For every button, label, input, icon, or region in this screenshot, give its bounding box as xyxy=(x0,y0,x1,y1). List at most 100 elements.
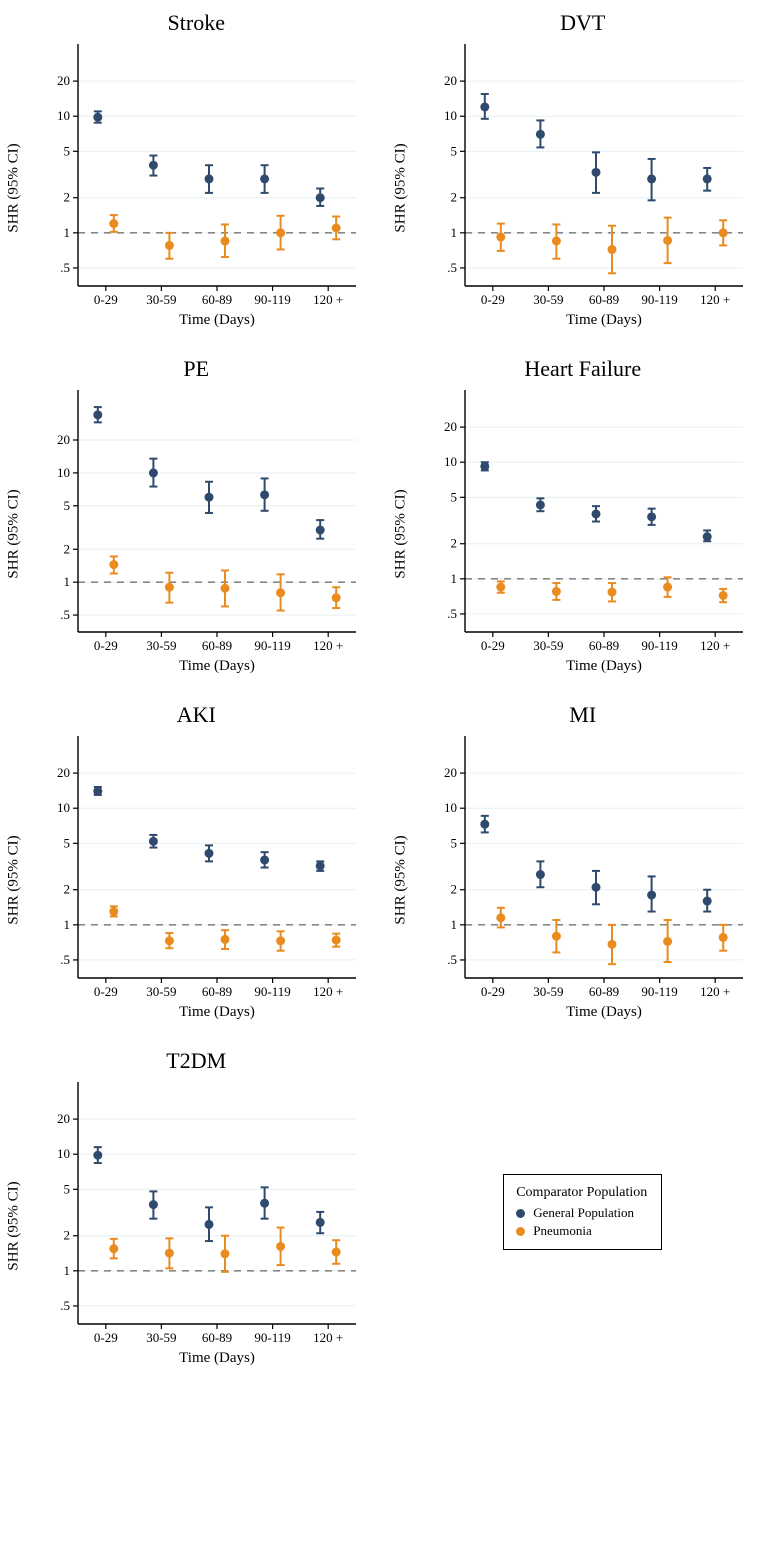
svg-text:0-29: 0-29 xyxy=(94,638,118,653)
svg-text:1: 1 xyxy=(450,225,457,240)
svg-text:10: 10 xyxy=(57,108,70,123)
svg-text:2: 2 xyxy=(64,1228,71,1243)
svg-text:10: 10 xyxy=(57,465,70,480)
svg-text:5: 5 xyxy=(450,835,457,850)
svg-text:10: 10 xyxy=(444,454,457,469)
svg-text:60-89: 60-89 xyxy=(202,292,232,307)
svg-text:5: 5 xyxy=(450,489,457,504)
svg-text:5: 5 xyxy=(64,835,71,850)
svg-text:20: 20 xyxy=(444,765,457,780)
panel-title: PE xyxy=(183,356,209,382)
chart-panel: StrokeSHR (95% CI).512510200-2930-5960-8… xyxy=(10,10,383,338)
svg-text:2: 2 xyxy=(450,190,457,205)
svg-text:30-59: 30-59 xyxy=(146,1330,176,1345)
y-axis-label: SHR (95% CI) xyxy=(6,835,23,924)
svg-text:120 +: 120 + xyxy=(313,638,343,653)
svg-text:20: 20 xyxy=(444,419,457,434)
svg-text:Time (Days): Time (Days) xyxy=(179,312,255,328)
svg-text:1: 1 xyxy=(64,225,71,240)
legend-item: General Population xyxy=(516,1205,647,1221)
svg-text:60-89: 60-89 xyxy=(589,984,619,999)
svg-text:60-89: 60-89 xyxy=(589,292,619,307)
chart-panel: Heart FailureSHR (95% CI).512510200-2930… xyxy=(397,356,770,684)
legend-title: Comparator Population xyxy=(516,1185,647,1201)
svg-text:120 +: 120 + xyxy=(313,1330,343,1345)
svg-text:30-59: 30-59 xyxy=(533,984,563,999)
forest-plot: .512510200-2930-5960-8990-119120 +Time (… xyxy=(26,1076,366,1376)
svg-text:20: 20 xyxy=(57,1111,70,1126)
chart-panel: AKISHR (95% CI).512510200-2930-5960-8990… xyxy=(10,702,383,1030)
panel-title: DVT xyxy=(560,10,605,36)
svg-text:90-119: 90-119 xyxy=(255,638,291,653)
svg-text:30-59: 30-59 xyxy=(146,984,176,999)
chart-panel: PESHR (95% CI).512510200-2930-5960-8990-… xyxy=(10,356,383,684)
svg-text:0-29: 0-29 xyxy=(481,638,505,653)
svg-text:2: 2 xyxy=(64,190,71,205)
svg-text:20: 20 xyxy=(444,73,457,88)
svg-text:90-119: 90-119 xyxy=(255,292,291,307)
svg-text:Time (Days): Time (Days) xyxy=(179,658,255,674)
panel-title: Heart Failure xyxy=(524,356,641,382)
panel-title: T2DM xyxy=(166,1048,226,1074)
svg-text:10: 10 xyxy=(444,800,457,815)
svg-text:.5: .5 xyxy=(61,952,71,967)
svg-text:120 +: 120 + xyxy=(313,984,343,999)
svg-text:90-119: 90-119 xyxy=(641,638,677,653)
svg-text:.5: .5 xyxy=(61,260,71,275)
svg-text:20: 20 xyxy=(57,73,70,88)
svg-text:5: 5 xyxy=(64,498,71,513)
svg-text:5: 5 xyxy=(64,143,71,158)
svg-text:30-59: 30-59 xyxy=(146,638,176,653)
legend-item: Pneumonia xyxy=(516,1223,647,1239)
svg-text:0-29: 0-29 xyxy=(94,984,118,999)
svg-text:2: 2 xyxy=(450,536,457,551)
svg-text:2: 2 xyxy=(450,882,457,897)
svg-text:20: 20 xyxy=(57,432,70,447)
svg-text:90-119: 90-119 xyxy=(641,292,677,307)
svg-text:2: 2 xyxy=(64,541,71,556)
svg-text:2: 2 xyxy=(64,882,71,897)
svg-text:.5: .5 xyxy=(61,1298,71,1313)
svg-text:30-59: 30-59 xyxy=(146,292,176,307)
svg-text:Time (Days): Time (Days) xyxy=(566,1004,642,1020)
svg-text:1: 1 xyxy=(450,917,457,932)
svg-text:30-59: 30-59 xyxy=(533,638,563,653)
svg-text:1: 1 xyxy=(450,571,457,586)
svg-text:.5: .5 xyxy=(447,952,457,967)
svg-text:120 +: 120 + xyxy=(313,292,343,307)
svg-text:120 +: 120 + xyxy=(700,638,730,653)
svg-text:60-89: 60-89 xyxy=(202,984,232,999)
svg-text:30-59: 30-59 xyxy=(533,292,563,307)
svg-text:90-119: 90-119 xyxy=(255,1330,291,1345)
forest-plot: .512510200-2930-5960-8990-119120 +Time (… xyxy=(26,730,366,1030)
y-axis-label: SHR (95% CI) xyxy=(6,143,23,232)
legend-label: Pneumonia xyxy=(533,1223,592,1239)
svg-text:120 +: 120 + xyxy=(700,984,730,999)
forest-plot: .512510200-2930-5960-8990-119120 +Time (… xyxy=(26,384,366,684)
svg-text:10: 10 xyxy=(57,1146,70,1161)
forest-plot: .5 1 2 5 10 20 0-29 30-59 60-89 90-119 120 + Time (… xyxy=(413,384,753,684)
svg-text:Time (Days): Time (Days) xyxy=(566,658,642,674)
legend: Comparator Population General Population P… xyxy=(503,1174,662,1250)
svg-text:.5: .5 xyxy=(447,260,457,275)
chart-panel: T2DMSHR (95% CI).512510200-2930-5960-899… xyxy=(10,1048,383,1376)
svg-text:10: 10 xyxy=(57,800,70,815)
chart-panel: MISHR (95% CI).512510200-2930-5960-8990-… xyxy=(397,702,770,1030)
y-axis-label: SHR (95% CI) xyxy=(6,1181,23,1270)
y-axis-label: SHR (95% CI) xyxy=(392,835,409,924)
svg-text:5: 5 xyxy=(450,143,457,158)
svg-text:20: 20 xyxy=(57,765,70,780)
svg-text:0-29: 0-29 xyxy=(481,984,505,999)
panel-title: MI xyxy=(569,702,596,728)
svg-text:60-89: 60-89 xyxy=(589,638,619,653)
svg-text:1: 1 xyxy=(64,1263,71,1278)
y-axis-label: SHR (95% CI) xyxy=(392,489,409,578)
svg-text:0-29: 0-29 xyxy=(94,1330,118,1345)
panel-title: Stroke xyxy=(168,10,225,36)
y-axis-label: SHR (95% CI) xyxy=(6,489,23,578)
svg-text:.5: .5 xyxy=(447,606,457,621)
svg-text:10: 10 xyxy=(444,108,457,123)
svg-text:90-119: 90-119 xyxy=(255,984,291,999)
svg-text:1: 1 xyxy=(64,574,71,589)
svg-text:Time (Days): Time (Days) xyxy=(566,312,642,328)
